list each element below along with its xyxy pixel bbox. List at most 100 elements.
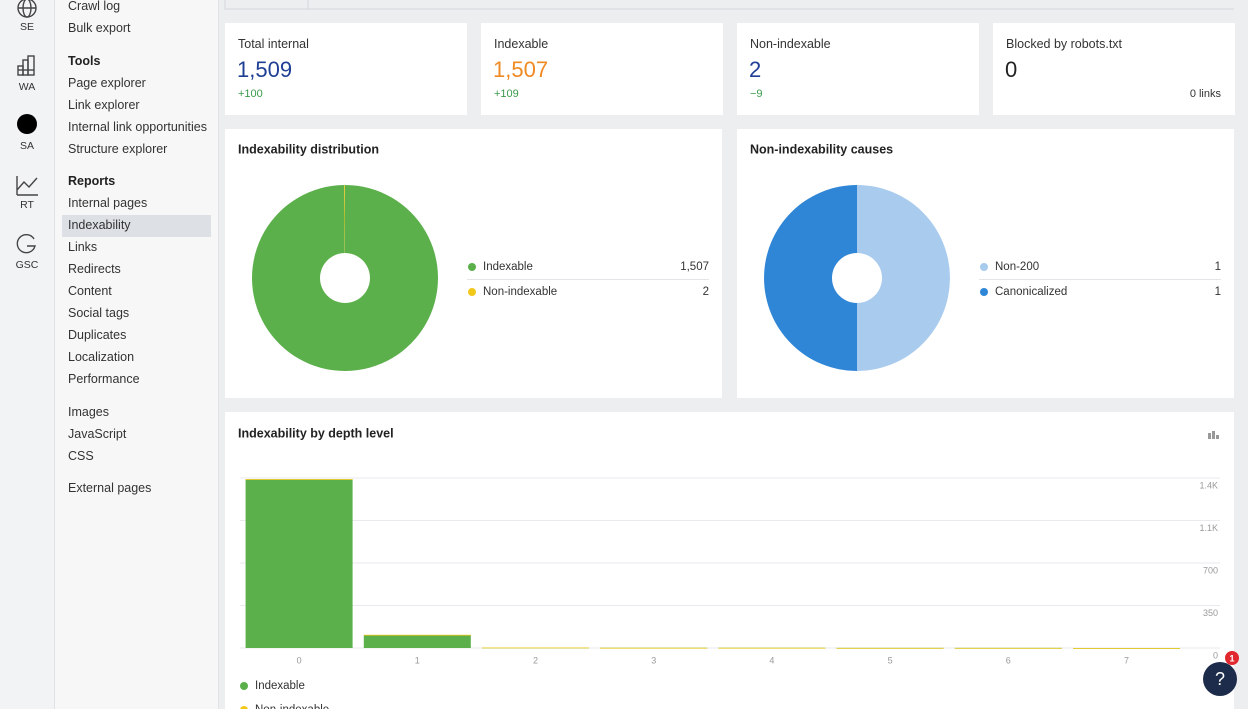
kpi-card: Indexable 1,507 +109	[481, 23, 723, 115]
kpi-card: Blocked by robots.txt 0 0 links	[993, 23, 1235, 115]
donut-chart: Non-indexability causes Non-200 1 Canonical…	[750, 142, 1221, 371]
legend-dot	[240, 682, 248, 690]
legend-value: 2	[703, 286, 709, 298]
help-circle	[1203, 662, 1237, 696]
sidebar: Crawl log Bulk export Tools Page explorer Li…	[55, 0, 219, 709]
kpi-value: 1,507	[493, 57, 549, 82]
chart-card: Indexability distribution Indexable 1,507 N…	[225, 129, 722, 398]
rail-label[interactable]: RT	[20, 199, 34, 211]
chart-card: Indexability by depth level 1.4K 1.1K 700 35…	[225, 412, 1234, 709]
rail-label[interactable]: SA	[19, 140, 34, 152]
nav-item[interactable]: Links	[68, 240, 98, 254]
y-tick-label: 350	[1203, 608, 1218, 618]
nav-item[interactable]: Bulk export	[68, 21, 131, 35]
legend-label: Non-indexable	[483, 286, 557, 298]
kpi-label: Total internal	[238, 37, 309, 51]
bar	[954, 647, 1062, 649]
x-tick-label: 6	[1006, 655, 1011, 665]
legend-dot	[468, 288, 476, 296]
legend-label: Canonicalized	[995, 286, 1067, 298]
nav-item[interactable]: Indexability	[68, 218, 131, 232]
bar	[245, 479, 353, 481]
tab-strip	[224, 0, 1234, 10]
nav-item[interactable]: Duplicates	[68, 328, 127, 342]
x-tick-label: 2	[533, 655, 538, 665]
legend-dot	[468, 263, 476, 271]
legend-label: Indexable	[483, 261, 533, 273]
nav-item[interactable]: Page explorer	[68, 75, 146, 90]
x-tick-label: 4	[769, 655, 774, 665]
x-tick-label: 3	[651, 655, 656, 665]
rail-label[interactable]: GSC	[15, 259, 39, 271]
legend-dot	[980, 288, 988, 296]
bar	[363, 635, 471, 648]
kpi-value: 2	[749, 57, 762, 82]
bar	[245, 479, 353, 648]
y-tick-label: 1.4K	[1199, 480, 1218, 490]
x-tick-label: 1	[415, 655, 420, 665]
nav-item[interactable]: Internal pages	[68, 196, 148, 210]
kpi-label: Blocked by robots.txt	[1006, 37, 1123, 51]
nav-item[interactable]: External pages	[68, 481, 152, 495]
nav-item[interactable]: Social tags	[68, 306, 130, 320]
nav-item[interactable]: Link explorer	[68, 97, 140, 112]
help-label: ?	[1215, 669, 1225, 689]
nav-item[interactable]: JavaScript	[68, 426, 127, 441]
donut-slice	[251, 185, 438, 371]
kpi-change: +100	[238, 88, 263, 100]
kpi-card: Total internal 1,509 +100	[225, 23, 467, 115]
chart-card: Non-indexability causes Non-200 1 Canonical…	[737, 129, 1234, 398]
selected-bg	[62, 215, 211, 237]
badge-count: 1	[1229, 653, 1234, 663]
nav-item[interactable]: Internal link opportunities	[68, 119, 207, 134]
bar	[836, 647, 944, 649]
icon-rail: SE WA SA RT GSC	[0, 0, 55, 709]
bar	[718, 647, 826, 649]
rail-label[interactable]: WA	[18, 81, 36, 93]
kpi-label: Non-indexable	[750, 37, 831, 51]
chart-title: Indexability distribution	[238, 142, 379, 156]
nav-item[interactable]: Crawl log	[68, 0, 121, 13]
nav-item[interactable]: Images	[68, 404, 109, 419]
nav-item[interactable]: Structure explorer	[68, 141, 168, 156]
kpi-value: 0	[1005, 57, 1018, 82]
kpi-change: +109	[494, 88, 519, 100]
rail-icons	[16, 0, 38, 254]
bar	[1073, 648, 1180, 649]
legend-dot	[240, 706, 248, 709]
kpi-card: Non-indexable 2 −9	[737, 23, 979, 115]
kpi-value: 1,509	[237, 57, 293, 82]
nav-item[interactable]: Performance	[68, 372, 140, 386]
kpi-change: −9	[750, 88, 763, 100]
nav-item[interactable]: CSS	[68, 448, 94, 463]
legend-dot	[980, 263, 988, 271]
badge	[1225, 651, 1239, 665]
nav-item[interactable]: Redirects	[68, 262, 121, 276]
legend-value: 1	[1215, 261, 1221, 273]
chart-type-icon	[1208, 431, 1219, 439]
bar	[363, 634, 471, 636]
legend-label: Non-200	[995, 261, 1039, 273]
chart-title: Non-indexability causes	[750, 142, 893, 156]
chart-title: Indexability by depth level	[238, 426, 394, 440]
legend-label: Non-indexable	[255, 704, 329, 709]
nav-item[interactable]: Content	[68, 284, 112, 298]
legend-value: 1	[1215, 286, 1221, 298]
help-button[interactable]: ?1	[1200, 649, 1246, 709]
nav-item[interactable]: Localization	[68, 350, 135, 364]
bar	[600, 647, 708, 649]
legend-label: Indexable	[255, 680, 305, 692]
rail-label[interactable]: SE	[19, 21, 34, 33]
donut-slice	[764, 185, 857, 371]
y-tick-label: 700	[1203, 565, 1218, 575]
x-tick-label: 0	[297, 655, 302, 665]
bar-chart: Indexability by depth level1.4K1.1K70035…	[238, 426, 1220, 709]
y-tick-label: 1.1K	[1199, 523, 1218, 533]
x-tick-label: 7	[1124, 655, 1129, 665]
donut-slice	[344, 185, 345, 254]
x-tick-label: 5	[888, 655, 893, 665]
bar	[482, 647, 589, 649]
y-tick-label: 0	[1213, 650, 1218, 660]
donut-chart: Indexability distribution Indexable 1,507 N…	[238, 142, 709, 371]
donut-slice	[857, 185, 950, 371]
